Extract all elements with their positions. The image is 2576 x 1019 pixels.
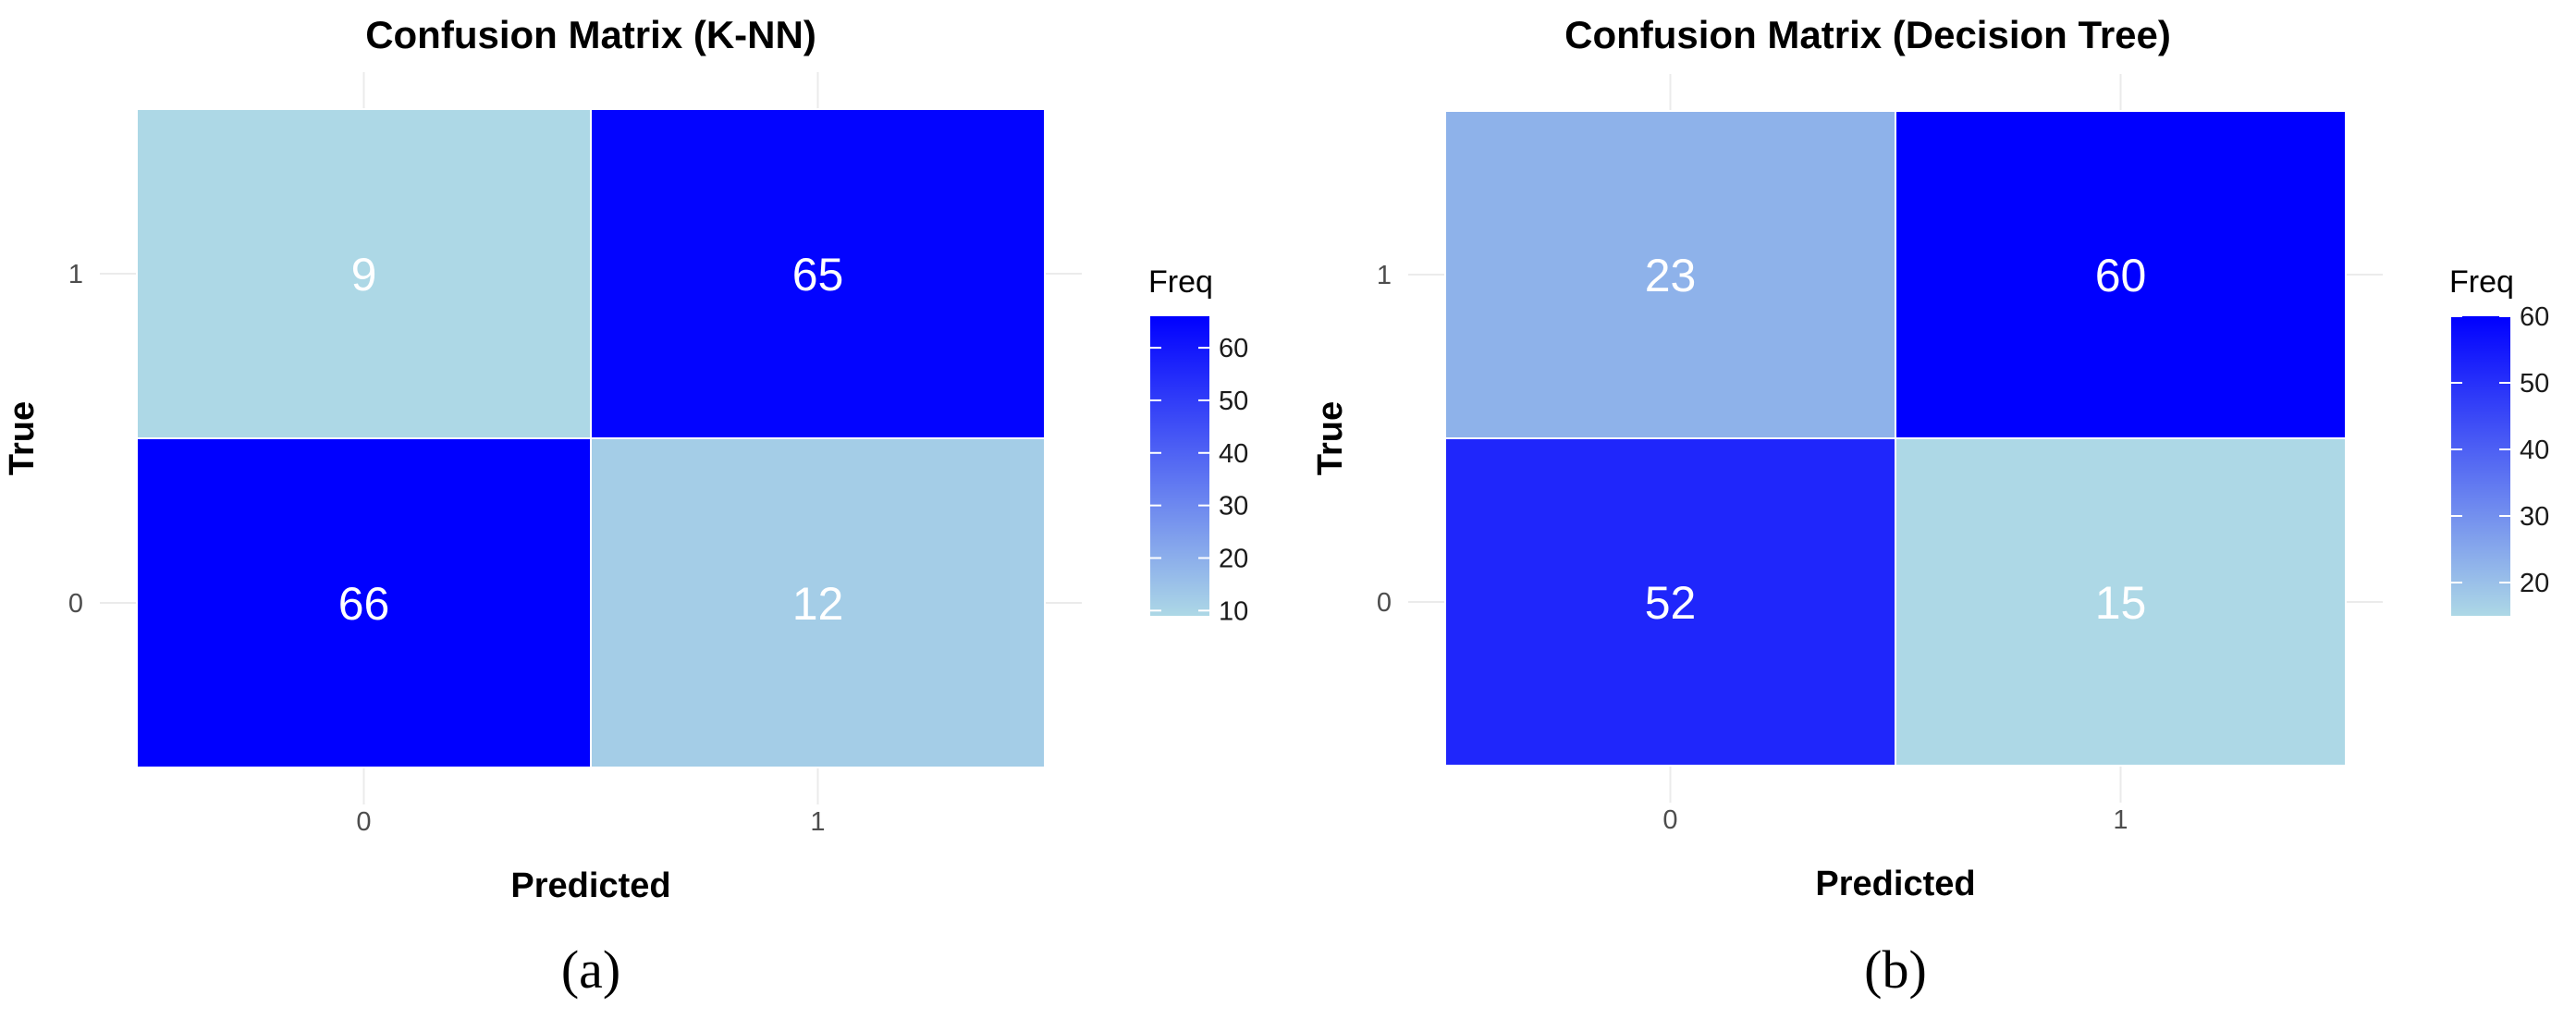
x-axis-title: Predicted: [510, 866, 670, 905]
legend-tick-label: 60: [2520, 302, 2549, 332]
x-tick-label: 1: [810, 807, 825, 837]
y-tick-label: 0: [1377, 588, 1392, 618]
chart-title: Confusion Matrix (Decision Tree): [1564, 13, 2171, 56]
heatmap-cell: [1444, 110, 1896, 439]
tiles: 23 60 52 15: [1444, 110, 2347, 767]
y-tick-label: 0: [68, 589, 83, 619]
legend-tick-label: 60: [1219, 334, 1248, 363]
legend-tick-label: 40: [1219, 439, 1248, 469]
cell-value-label: 66: [338, 578, 390, 630]
cell-value-label: 9: [351, 249, 377, 301]
x-tick-label: 0: [1662, 805, 1677, 835]
heatmap-cell: [136, 437, 592, 768]
panel-b: 23 60 52 15 0 1 0 1 Confusion Matrix (Decision T…: [1288, 0, 2576, 1019]
cell-value-label: 23: [1645, 250, 1697, 301]
cell-value-label: 65: [792, 249, 844, 301]
legend-tick-label: 50: [1219, 387, 1248, 416]
y-tick-label: 1: [68, 260, 83, 289]
panel-a: 9 65 66 12 0 1 0 1 Confusion Matrix (K-NN) Predic…: [3, 13, 1248, 1000]
x-tick-label: 0: [356, 807, 371, 837]
heatmap-svg: 23 60 52 15 0 1 0 1 Confusion Matrix (Decision T…: [1311, 13, 2549, 1000]
panel-caption: (a): [561, 939, 620, 1000]
cell-value-label: 12: [792, 578, 844, 630]
legend: Freq 20 30 40 50 60: [2449, 264, 2549, 616]
legend-title: Freq: [1148, 264, 1213, 300]
tiles: 9 65 66 12: [136, 108, 1046, 768]
y-tick-label: 1: [1377, 261, 1392, 290]
legend-tick-label: 20: [1219, 544, 1248, 573]
cell-value-label: 60: [2095, 250, 2147, 301]
legend: Freq 10 20 30 40 50 60: [1148, 264, 1248, 626]
heatmap-cell: [1895, 110, 2347, 439]
chart-title: Confusion Matrix (K-NN): [365, 13, 816, 56]
cell-value-label: 52: [1645, 577, 1697, 629]
legend-colorbar: [2451, 316, 2510, 616]
x-axis-title: Predicted: [1815, 865, 1975, 903]
x-tick-label: 1: [2113, 805, 2128, 835]
legend-colorbar: [1150, 316, 1209, 616]
y-axis-title: True: [3, 401, 42, 475]
legend-tick-label: 50: [2520, 369, 2549, 399]
heatmap-cell: [1444, 437, 1896, 767]
legend-tick-label: 40: [2520, 436, 2549, 465]
heatmap-cell: [1895, 437, 2347, 767]
legend-title: Freq: [2449, 264, 2514, 300]
panel-caption: (b): [1864, 939, 1927, 1000]
legend-tick-label: 30: [1219, 492, 1248, 522]
cell-value-label: 15: [2095, 577, 2147, 629]
legend-tick-label: 30: [2520, 502, 2549, 532]
heatmap-cell: [590, 437, 1046, 768]
legend-tick-label: 20: [2520, 569, 2549, 598]
y-axis-title: True: [1311, 401, 1350, 475]
legend-tick-label: 10: [1219, 596, 1248, 626]
heatmap-cell: [136, 108, 592, 439]
